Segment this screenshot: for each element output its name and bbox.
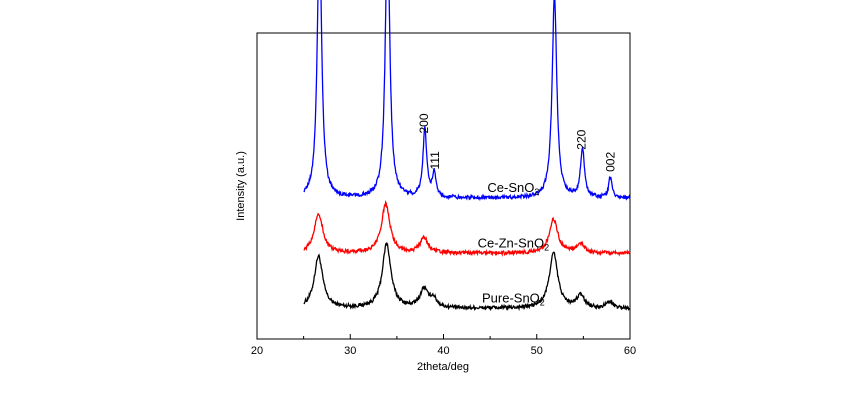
series-label-pure-sno2: Pure-SnO2 [482,290,545,307]
series-line-pure-sno2 [303,242,631,312]
x-tick-label-30: 30 [344,345,356,357]
x-tick-label-50: 50 [531,345,543,357]
peak-label-002: 002 [603,152,617,172]
series-labels: Pure-SnO2 Ce-Zn-SnO2 Ce-SnO2 [478,180,549,307]
x-tick-label-60: 60 [624,345,636,357]
series-layer [303,0,631,312]
peak-label-200: 200 [417,113,431,133]
peak-label-220: 220 [575,129,589,149]
y-axis-label: Intensity (a.u.) [235,151,247,221]
series-line-ce-sno2 [303,0,631,202]
peak-annotations: 110101200111211220002 [417,113,618,172]
plot-frame [256,32,631,340]
peak-label-111: 111 [428,151,442,170]
x-tick-label-20: 20 [251,345,263,357]
series-label-ce-sno2: Ce-SnO2 [487,180,539,197]
x-axis-ticks: 20 30 40 50 60 [251,334,636,357]
series-label-ce-zn-sno2: Ce-Zn-SnO2 [478,235,549,252]
x-axis-label: 2theta/deg [417,361,469,373]
x-tick-label-40: 40 [437,345,449,357]
series-line-ce-zn-sno2 [303,199,631,257]
